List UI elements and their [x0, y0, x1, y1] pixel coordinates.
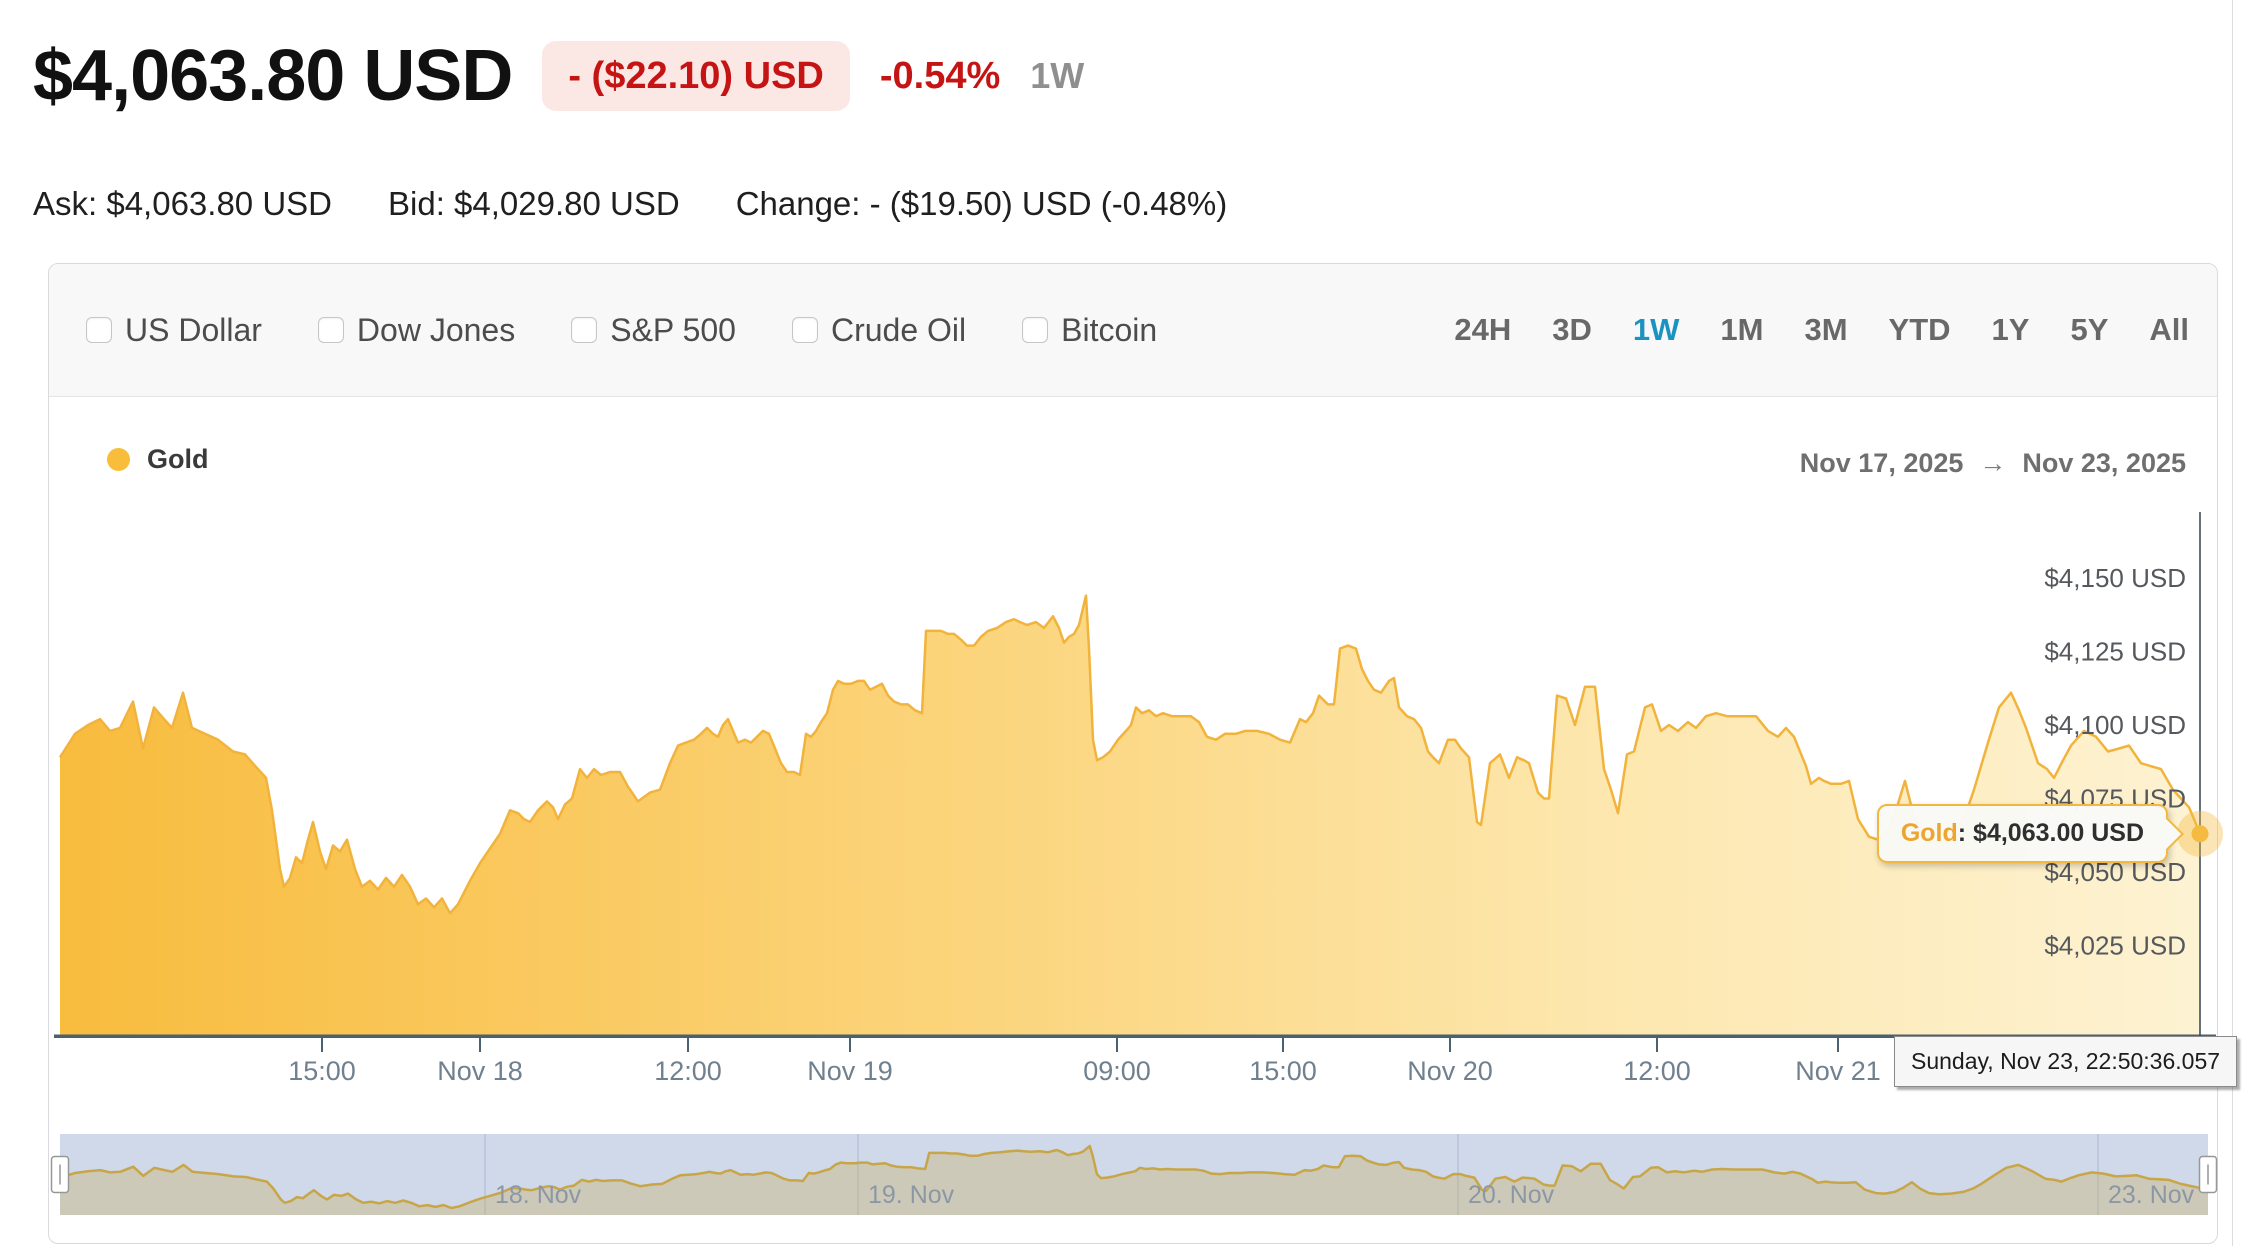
- range-button-1m[interactable]: 1M: [1720, 312, 1764, 347]
- date-range: Nov 17, 2025 → Nov 23, 2025: [1800, 448, 2186, 479]
- checkbox-crude-oil[interactable]: [791, 317, 818, 343]
- range-button-ytd[interactable]: YTD: [1888, 312, 1951, 347]
- legend-gold[interactable]: Gold: [107, 444, 209, 475]
- tooltip-value: $4,063.00 USD: [1973, 819, 2144, 847]
- change-amount-badge: - ($22.10) USD: [542, 41, 850, 111]
- range-button-1w[interactable]: 1W: [1632, 312, 1680, 347]
- range-button-5y[interactable]: 5Y: [2070, 312, 2109, 347]
- checkbox-bitcoin[interactable]: [1022, 317, 1049, 343]
- series-tooltip: Gold: $4,063.00 USD: [1876, 804, 2184, 863]
- change-value: Change: - ($19.50) USD (-0.48%): [735, 185, 1228, 222]
- change-percent: -0.54%: [879, 55, 1001, 97]
- compare-item-s-p-500[interactable]: S&P 500: [571, 312, 736, 349]
- range-button-1y[interactable]: 1Y: [1991, 312, 2030, 347]
- arrow-right-icon: →: [1979, 448, 2007, 478]
- compare-label: Dow Jones: [356, 311, 516, 348]
- checkbox-us-dollar[interactable]: [86, 317, 112, 343]
- gold-series-dot-icon: [107, 448, 130, 471]
- checkbox-s-p-500[interactable]: [571, 317, 598, 343]
- date-to: Nov 23, 2025: [2022, 448, 2186, 478]
- compare-label: US Dollar: [125, 311, 262, 348]
- compare-item-us-dollar[interactable]: US Dollar: [86, 312, 262, 349]
- compare-series-group: US Dollar Dow Jones S&P 500 Crude Oil Bitcoi…: [86, 312, 1157, 349]
- navigator-handle-left[interactable]: [50, 1155, 70, 1194]
- ask-value: Ask: $4,063.80 USD: [33, 185, 332, 222]
- range-button-3d[interactable]: 3D: [1552, 312, 1592, 347]
- navigator-track[interactable]: [60, 1134, 2208, 1215]
- tooltip-separator: :: [1957, 819, 1974, 847]
- chart-toolbar: US Dollar Dow Jones S&P 500 Crude Oil Bitcoi…: [49, 264, 2217, 397]
- scrollbar-track-line: [2232, 0, 2233, 1246]
- tooltip-series-name: Gold: [1900, 819, 1958, 847]
- time-range-group: 24H 3D 1W 1M 3M YTD 1Y 5Y All: [1454, 312, 2189, 348]
- compare-item-bitcoin[interactable]: Bitcoin: [1022, 312, 1157, 349]
- current-range-indicator: 1W: [1030, 55, 1085, 96]
- crosshair-date-tooltip: Sunday, Nov 23, 22:50:36.057: [1894, 1036, 2238, 1087]
- range-button-24h[interactable]: 24H: [1454, 312, 1512, 347]
- price-header: $4,063.80 USD - ($22.10) USD -0.54% 1W: [33, 28, 1084, 124]
- page-title: $4,063.80 USD: [33, 36, 513, 116]
- checkbox-dow-jones[interactable]: [317, 317, 344, 343]
- compare-label: S&P 500: [610, 311, 736, 348]
- legend-label: Gold: [147, 444, 209, 474]
- range-button-3m[interactable]: 3M: [1804, 312, 1848, 347]
- compare-label: Bitcoin: [1061, 311, 1158, 348]
- quote-row: Ask: $4,063.80 USD Bid: $4,029.80 USD Ch…: [33, 184, 1227, 224]
- date-from: Nov 17, 2025: [1799, 448, 1964, 478]
- compare-label: Crude Oil: [830, 311, 967, 348]
- range-button-all[interactable]: All: [2149, 312, 2189, 347]
- bid-value: Bid: $4,029.80 USD: [388, 185, 680, 222]
- compare-item-crude-oil[interactable]: Crude Oil: [791, 311, 967, 349]
- navigator-handle-right[interactable]: [2198, 1155, 2218, 1194]
- compare-item-dow-jones[interactable]: Dow Jones: [317, 311, 516, 349]
